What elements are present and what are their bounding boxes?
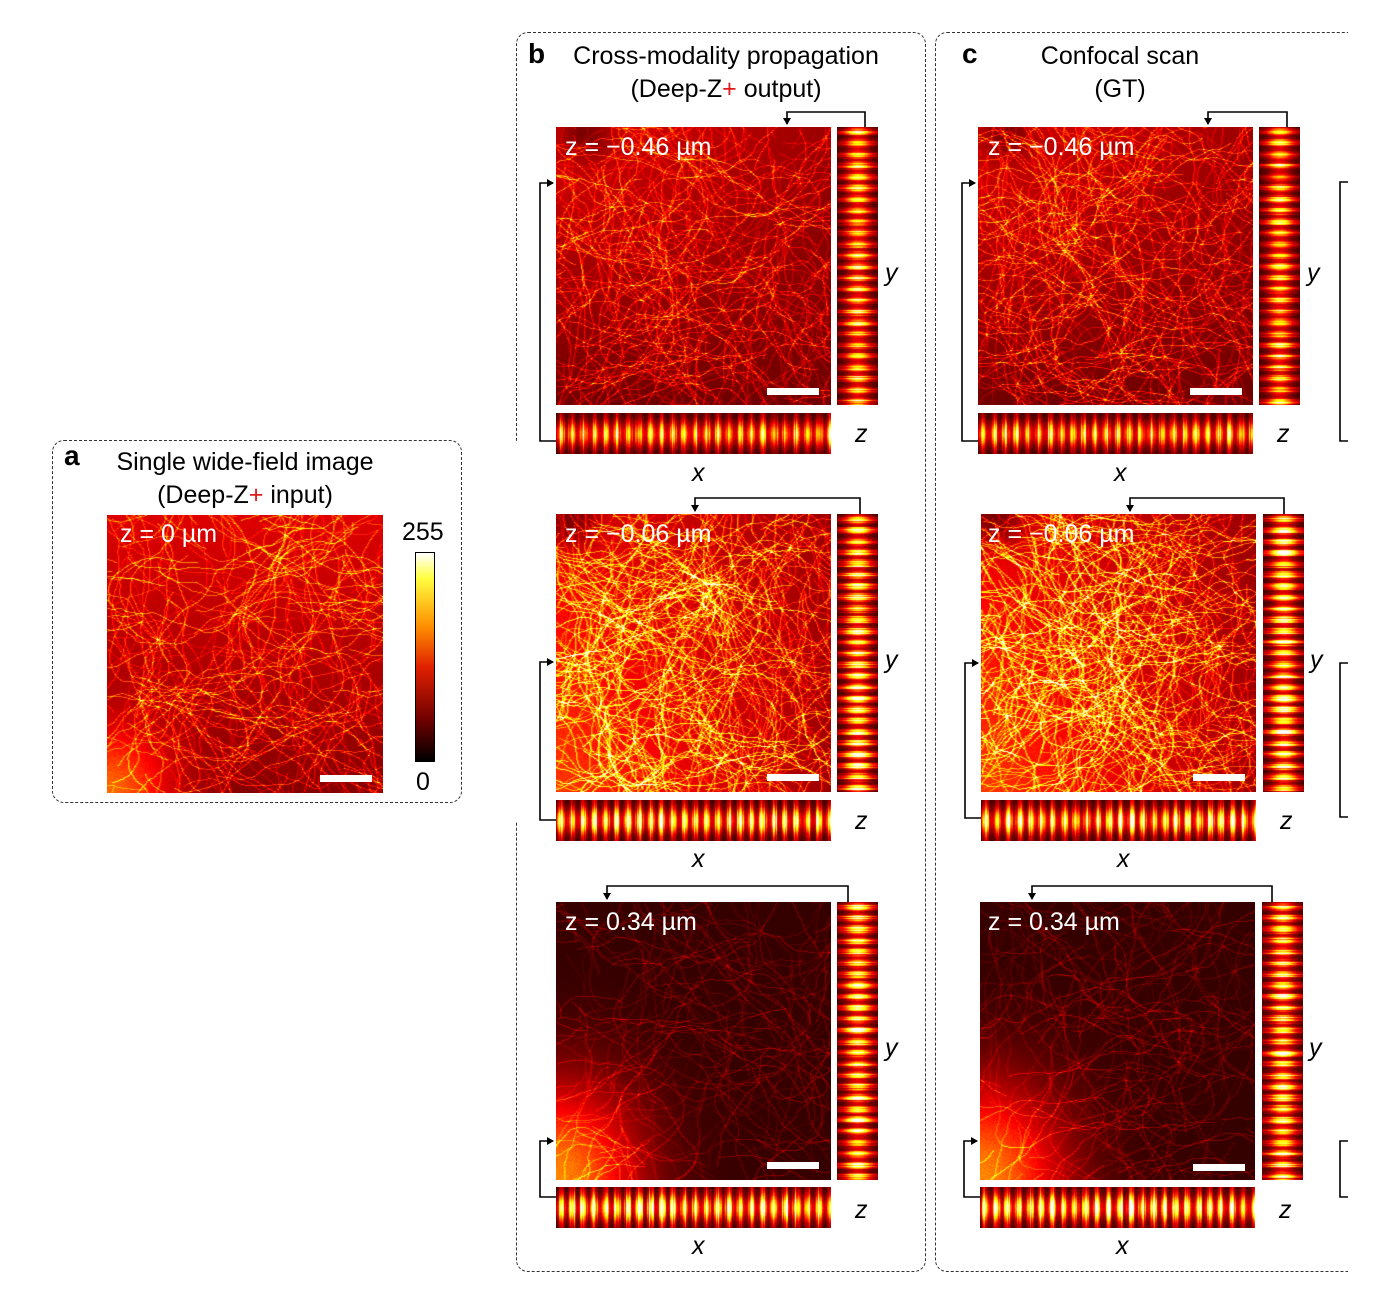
b-row2-axis-z: z bbox=[855, 807, 868, 835]
c-row3-z-label: z = 0.34 µm bbox=[988, 908, 1120, 936]
c-row3-xz-image bbox=[980, 1187, 1255, 1228]
panel-c-title: Confocal scan (GT) bbox=[1000, 40, 1240, 106]
c-row2-xy-image bbox=[981, 514, 1256, 792]
b-row2-scale-bar bbox=[767, 774, 819, 781]
b-row2-axis-x: x bbox=[692, 845, 705, 873]
c-row2-scale-bar bbox=[1193, 774, 1245, 781]
c-row1-axis-y: y bbox=[1307, 259, 1320, 287]
panel-a-title-line1: Single wide-field image bbox=[116, 448, 374, 476]
c-row2-axis-y: y bbox=[1310, 646, 1323, 674]
b-row2-xz-image bbox=[556, 800, 831, 841]
b-row3-scale-bar bbox=[767, 1162, 819, 1169]
c-row3-axis-y: y bbox=[1309, 1034, 1322, 1062]
b-row3-axis-z: z bbox=[855, 1196, 868, 1224]
b-row1-xy-image bbox=[556, 127, 831, 405]
b-row1-xz-image bbox=[556, 413, 831, 454]
c-row2-axis-x: x bbox=[1117, 845, 1130, 873]
c-row1-xy-image bbox=[978, 127, 1253, 405]
widefield-image bbox=[107, 515, 383, 793]
colorbar-min-label: 0 bbox=[416, 768, 430, 796]
c-row3-axis-x: x bbox=[1116, 1232, 1129, 1260]
c-row1-axis-x: x bbox=[1114, 459, 1127, 487]
c-row3-xy-image bbox=[980, 902, 1255, 1180]
c-row2-z-label: z = −0.06 µm bbox=[988, 520, 1135, 548]
colorbar-max-label: 255 bbox=[402, 518, 444, 546]
b-row1-yz-image bbox=[837, 127, 878, 405]
b-row2-yz-image bbox=[837, 514, 878, 792]
panel-a-title: Single wide-field image (Deep-Z+ input) bbox=[100, 446, 390, 512]
b-row3-axis-x: x bbox=[692, 1232, 705, 1260]
panel-b-title: Cross-modality propagation (Deep-Z+ outp… bbox=[556, 40, 896, 106]
b-row1-axis-z: z bbox=[855, 420, 868, 448]
b-row1-z-label: z = −0.46 µm bbox=[565, 133, 712, 161]
widefield-z-label: z = 0 µm bbox=[120, 520, 218, 548]
c-row3-axis-z: z bbox=[1279, 1196, 1292, 1224]
b-row2-axis-y: y bbox=[885, 646, 898, 674]
c-row1-xz-image bbox=[978, 413, 1253, 454]
panel-a-title-line2: (Deep-Z+ input) bbox=[157, 481, 333, 509]
b-row3-z-label: z = 0.34 µm bbox=[565, 908, 697, 936]
panel-c-letter: c bbox=[962, 38, 978, 69]
b-row2-z-label: z = −0.06 µm bbox=[565, 520, 712, 548]
panel-a-letter: a bbox=[64, 440, 80, 471]
b-row1-scale-bar bbox=[767, 388, 819, 395]
c-row1-axis-z: z bbox=[1277, 420, 1290, 448]
c-row1-z-label: z = −0.46 µm bbox=[988, 133, 1135, 161]
c-row1-yz-image bbox=[1259, 127, 1300, 405]
c-row3-yz-image bbox=[1262, 902, 1303, 1180]
b-row1-axis-x: x bbox=[692, 459, 705, 487]
panel-c-title-line1: Confocal scan bbox=[1040, 42, 1200, 70]
b-row3-xy-image bbox=[556, 902, 831, 1180]
panel-b-title-line2: (Deep-Z+ output) bbox=[630, 75, 822, 103]
panel-b-box-gap bbox=[505, 442, 525, 822]
c-row3-scale-bar bbox=[1193, 1164, 1245, 1171]
b-row3-yz-image bbox=[837, 902, 878, 1180]
panel-b-title-line1: Cross-modality propagation bbox=[573, 42, 879, 70]
panel-c-title-line2: (GT) bbox=[1094, 75, 1146, 103]
widefield-scale-bar bbox=[320, 775, 372, 782]
c-row1-scale-bar bbox=[1190, 388, 1242, 395]
colorbar bbox=[415, 552, 435, 762]
b-row3-xz-image bbox=[556, 1187, 831, 1228]
b-row2-xy-image bbox=[556, 514, 831, 792]
b-row1-axis-y: y bbox=[885, 259, 898, 287]
c-row2-axis-z: z bbox=[1280, 807, 1293, 835]
panel-a-box bbox=[52, 440, 462, 803]
panel-b-letter: b bbox=[528, 38, 546, 69]
panel-c-box-clip bbox=[1348, 20, 1400, 1290]
c-row2-yz-image bbox=[1263, 514, 1304, 792]
b-row3-axis-y: y bbox=[885, 1034, 898, 1062]
c-row2-xz-image bbox=[981, 800, 1256, 841]
